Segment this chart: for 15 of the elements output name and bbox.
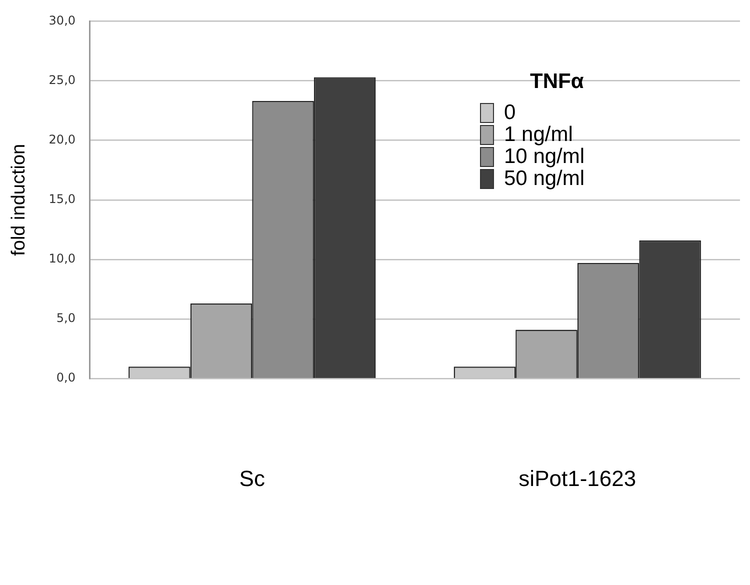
y-tick-label: 20,0 [48,132,76,146]
y-tick-label: 5,0 [56,311,76,326]
y-tick-label: 0,0 [56,370,76,385]
x-tick-label: siPot1-1623 [518,466,636,491]
x-tick-label: Sc [239,466,265,491]
legend-label: 0 [504,101,516,125]
y-tick-label: 30,0 [48,13,76,28]
legend-label: 10 ng/ml [504,145,585,169]
y-tick-label: 10,0 [48,252,76,266]
legend-label: 1 ng/ml [504,123,573,147]
legend-label: 50 ng/ml [504,167,585,191]
legend-title: TNFα [530,70,585,94]
y-tick-label: 15,0 [48,192,76,206]
y-axis-title: fold induction [8,144,30,256]
y-tick-label: 25,0 [48,72,76,87]
